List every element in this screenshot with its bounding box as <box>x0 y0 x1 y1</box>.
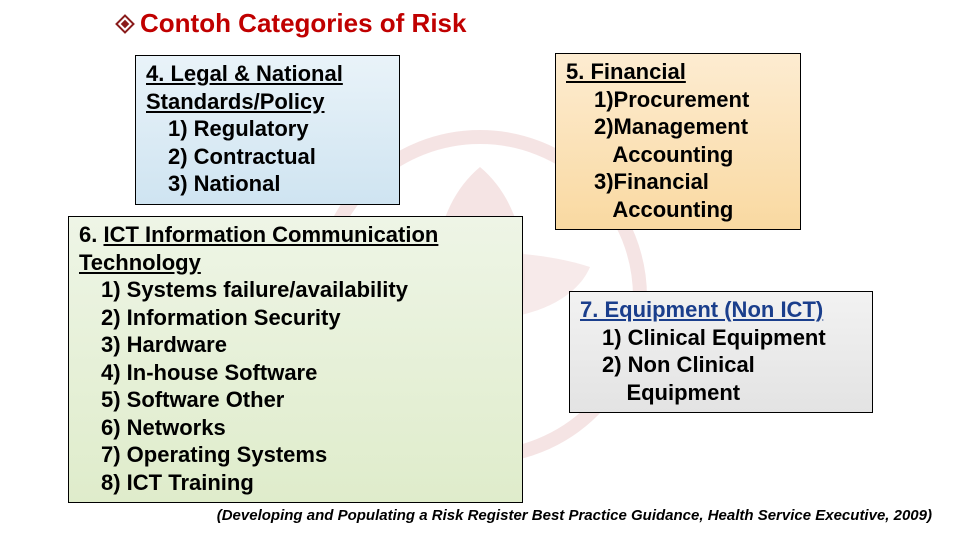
category-item: 3) National <box>146 170 389 198</box>
category-box-equipment: 7. Equipment (Non ICT) 1) Clinical Equip… <box>569 291 873 413</box>
category-item: 2)Management Accounting <box>566 113 790 168</box>
category-item: 1) Systems failure/availability <box>79 276 512 304</box>
category-item: 2) Non Clinical Equipment <box>580 351 862 406</box>
category-heading: 7. Equipment (Non ICT) <box>580 296 862 324</box>
title-text: Contoh Categories of Risk <box>140 8 466 39</box>
category-item: 6) Networks <box>79 414 512 442</box>
heading-text: ICT Information Communication Technology <box>79 222 438 275</box>
category-item: 3)Financial Accounting <box>566 168 790 223</box>
category-heading: 5. Financial <box>566 58 790 86</box>
category-item: 2) Contractual <box>146 143 389 171</box>
category-item: 1) Regulatory <box>146 115 389 143</box>
category-item: 1)Procurement <box>566 86 790 114</box>
category-heading: 4. Legal & National Standards/Policy <box>146 60 389 115</box>
source-citation: (Developing and Populating a Risk Regist… <box>217 507 932 524</box>
heading-number: 6. <box>79 222 97 247</box>
category-heading: 6. ICT Information Communication Technol… <box>79 221 512 276</box>
category-item: 7) Operating Systems <box>79 441 512 469</box>
diamond-bullet-icon <box>115 14 135 34</box>
category-item: 2) Information Security <box>79 304 512 332</box>
category-item: 8) ICT Training <box>79 469 512 497</box>
category-item: 4) In-house Software <box>79 359 512 387</box>
category-item: 1) Clinical Equipment <box>580 324 862 352</box>
category-box-ict: 6. ICT Information Communication Technol… <box>68 216 523 503</box>
category-box-financial: 5. Financial 1)Procurement 2)Management … <box>555 53 801 230</box>
slide-title: Contoh Categories of Risk <box>118 8 466 39</box>
category-item: 3) Hardware <box>79 331 512 359</box>
category-box-legal: 4. Legal & National Standards/Policy 1) … <box>135 55 400 205</box>
category-item: 5) Software Other <box>79 386 512 414</box>
